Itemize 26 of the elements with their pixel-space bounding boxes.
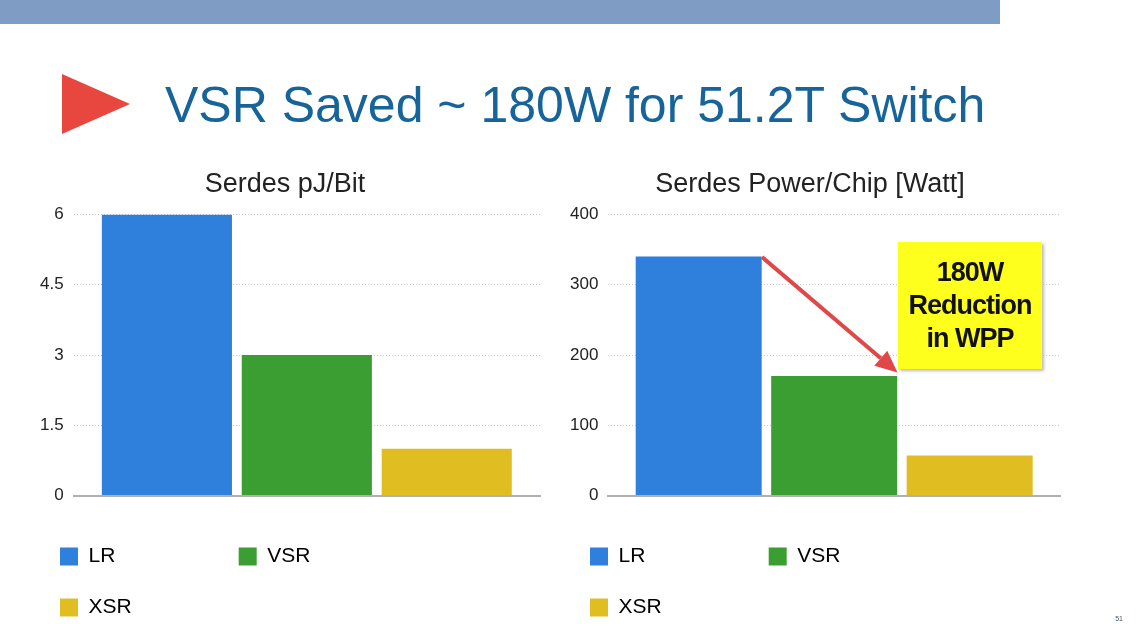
y-tick-label: 400 bbox=[569, 204, 599, 224]
legend-label: LR bbox=[88, 543, 209, 567]
y-tick-label: 0 bbox=[54, 485, 64, 505]
bar bbox=[635, 256, 762, 496]
chart-title: Serdes pJ/Bit bbox=[204, 167, 366, 198]
text: VSR Saved ~ 180W for 51.2T Switch bbox=[165, 76, 986, 134]
y-tick-label: 4.5 bbox=[39, 274, 64, 294]
bar bbox=[101, 214, 232, 496]
y-tick-label: 0 bbox=[588, 485, 599, 505]
annotation: 180W Reduction in WPP bbox=[898, 242, 1042, 370]
y-tick-label: 1.5 bbox=[39, 414, 64, 434]
bar bbox=[771, 376, 898, 496]
legend-label: XSR bbox=[88, 594, 226, 618]
legend-label: VSR bbox=[267, 543, 404, 567]
y-tick-label: 6 bbox=[54, 204, 64, 224]
legend-label: XSR bbox=[618, 594, 756, 618]
legend-label: VSR bbox=[797, 543, 934, 567]
y-tick-label: 100 bbox=[569, 414, 599, 434]
chart-title: Serdes Power/Chip [Watt] bbox=[655, 167, 965, 198]
legend-label: LR bbox=[618, 543, 739, 567]
bar bbox=[906, 455, 1033, 496]
bar bbox=[241, 355, 372, 496]
y-tick-label: 3 bbox=[54, 344, 64, 364]
bar bbox=[381, 448, 512, 496]
y-tick-label: 200 bbox=[569, 344, 599, 364]
y-tick-label: 300 bbox=[569, 274, 599, 294]
